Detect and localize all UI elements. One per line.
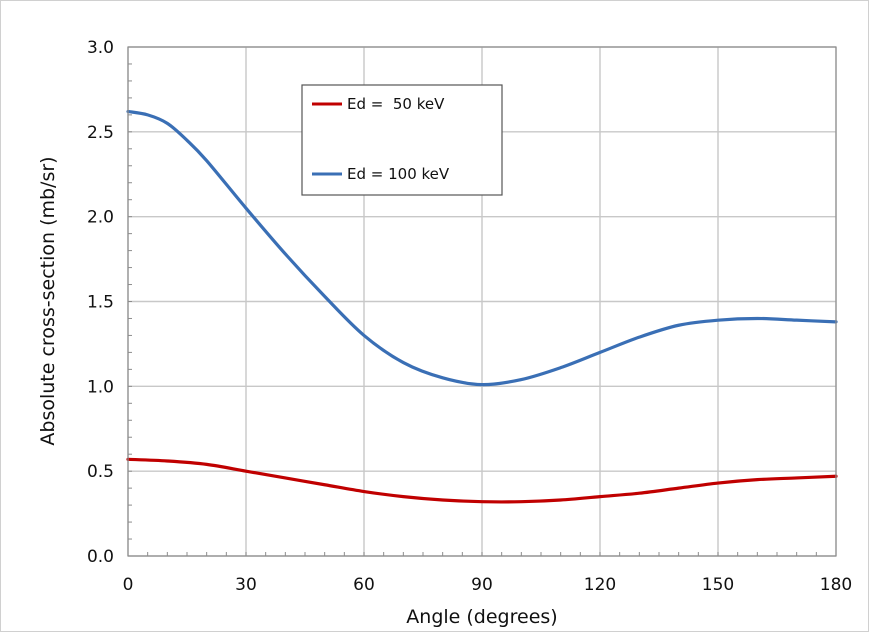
y-tick-label: 0.0 xyxy=(87,547,114,567)
y-tick-label: 1.0 xyxy=(87,377,114,397)
legend-label-50kev: Ed = 50 keV xyxy=(347,95,445,113)
y-tick-label: 1.5 xyxy=(87,293,114,313)
y-tick-label: 0.5 xyxy=(87,462,114,482)
minor-tick-layer xyxy=(127,46,837,557)
legend-label-100kev: Ed = 100 keV xyxy=(347,165,450,183)
tick-label-layer: 0 30 60 90 120 150 180 0.0 0.5 1.0 1.5 2.0 2.5 3.0 xyxy=(87,38,852,595)
y-tick-label: 2.0 xyxy=(87,208,114,228)
x-tick-label: 90 xyxy=(471,575,493,595)
y-tick-label: 3.0 xyxy=(87,38,114,58)
plot-frame xyxy=(127,46,837,557)
x-tick-label: 30 xyxy=(235,575,257,595)
series-line-0 xyxy=(126,457,838,504)
x-tick-label: 120 xyxy=(584,575,616,595)
y-tick-label: 2.5 xyxy=(87,123,114,143)
series-layer xyxy=(126,109,838,504)
y-axis-title: Absolute cross-section (mb/sr) xyxy=(37,156,59,445)
x-tick-label: 60 xyxy=(353,575,375,595)
x-tick-label: 0 xyxy=(123,575,134,595)
x-tick-label: 180 xyxy=(820,575,852,595)
x-tick-label: 150 xyxy=(702,575,734,595)
series-line-1 xyxy=(126,109,838,387)
legend: Ed = 50 keV Ed = 100 keV xyxy=(301,84,503,196)
x-axis-title: Angle (degrees) xyxy=(406,606,557,628)
